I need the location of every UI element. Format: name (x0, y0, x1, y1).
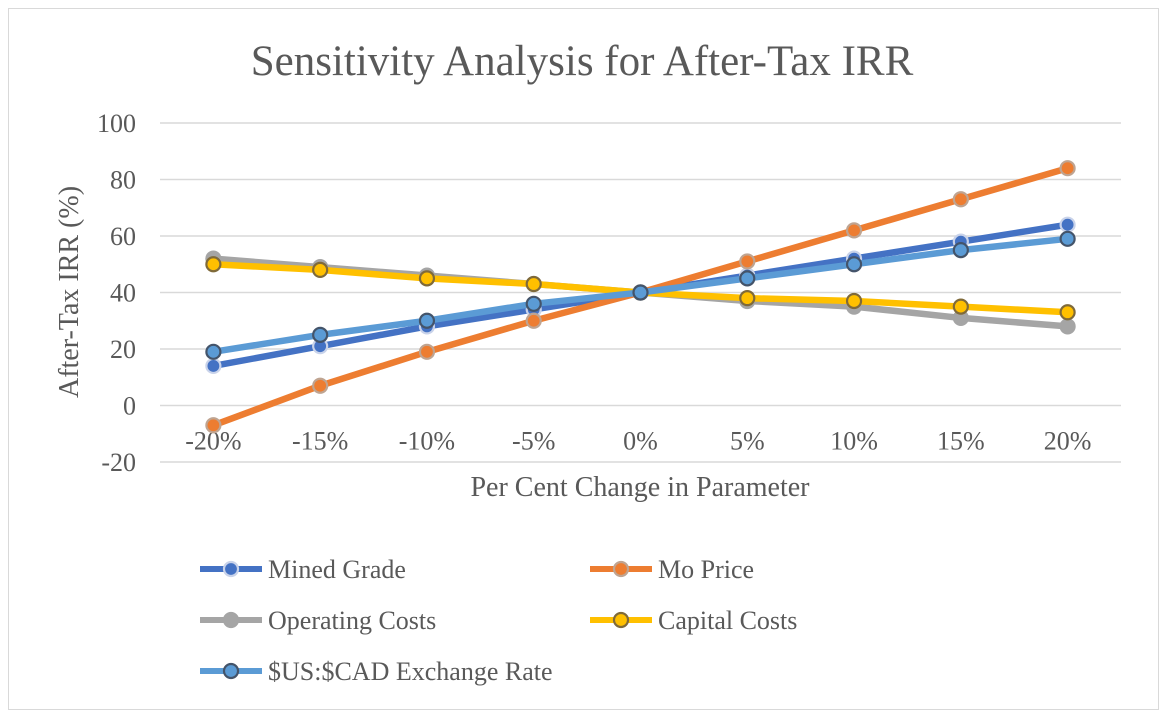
legend-item: Capital Costs (590, 606, 797, 635)
data-point (1059, 304, 1076, 321)
data-point (525, 312, 542, 329)
legend-item: Operating Costs (200, 606, 436, 635)
chart-title: Sensitivity Analysis for After-Tax IRR (251, 38, 914, 85)
legend-swatch-marker (222, 611, 240, 629)
data-point (845, 256, 863, 273)
legend-swatch-marker (222, 560, 240, 578)
x-tick-label: 10% (830, 427, 878, 456)
series--us-cad-exchange-rate (205, 230, 1076, 360)
legend-label: $US:$CAD Exchange Rate (268, 657, 553, 686)
data-point (952, 298, 969, 315)
data-point (525, 275, 542, 293)
data-point (1059, 318, 1076, 335)
x-axis-label: Per Cent Change in Parameter (470, 472, 810, 503)
data-point (418, 312, 436, 329)
legend-item: Mined Grade (200, 555, 406, 584)
data-point (205, 357, 222, 375)
x-tick-label: 20% (1044, 427, 1092, 456)
data-point (952, 242, 969, 259)
x-tick-label: 5% (730, 427, 765, 456)
data-point (418, 343, 436, 360)
x-tick-label: -5% (512, 427, 555, 456)
legend-item: Mo Price (590, 555, 754, 584)
data-point (418, 270, 436, 287)
y-tick-label: 100 (97, 109, 136, 138)
data-point (205, 343, 222, 360)
data-point (952, 191, 969, 208)
y-tick-label: -20 (101, 448, 136, 477)
y-tick-label: 80 (110, 166, 136, 195)
series-group (205, 160, 1076, 434)
data-point (205, 417, 222, 434)
data-point (739, 270, 756, 287)
legend-swatch-marker (612, 611, 630, 629)
legend-swatch-marker (612, 560, 630, 578)
data-point (1059, 230, 1076, 247)
chart-frame (8, 8, 1159, 710)
data-point (739, 290, 756, 307)
data-point (632, 284, 649, 301)
data-point (1059, 216, 1076, 233)
data-point (525, 295, 542, 312)
y-tick-label: 40 (110, 279, 136, 308)
y-axis-ticks: -20 0 20 40 60 80 100 (97, 109, 136, 477)
y-tick-label: 60 (110, 222, 136, 251)
x-tick-label: 15% (937, 427, 985, 456)
legend-label: Mo Price (658, 555, 754, 584)
data-point (312, 377, 329, 394)
data-point (1059, 160, 1076, 177)
data-point (205, 256, 222, 273)
legend-label: Capital Costs (658, 606, 797, 635)
legend-label: Mined Grade (268, 555, 406, 584)
legend-swatch-marker (222, 662, 240, 680)
data-point (845, 292, 863, 310)
y-axis-label: After-Tax IRR (%) (54, 186, 85, 398)
data-point (739, 253, 756, 270)
legend-label: Operating Costs (268, 606, 436, 635)
data-point (312, 261, 329, 278)
x-axis-ticks: -20% -15% -10% -5% 0% 5% 10% 15% 20% (185, 427, 1091, 456)
y-tick-label: 20 (110, 335, 136, 364)
x-tick-label: -15% (292, 427, 348, 456)
legend-item: $US:$CAD Exchange Rate (200, 657, 553, 686)
data-point (312, 326, 329, 343)
x-tick-label: -10% (399, 427, 455, 456)
x-tick-label: 0% (623, 427, 658, 456)
data-point (845, 222, 863, 239)
y-tick-label: 0 (123, 392, 136, 421)
legend: Mined Grade Mo Price Operating Costs Capita… (200, 555, 797, 686)
